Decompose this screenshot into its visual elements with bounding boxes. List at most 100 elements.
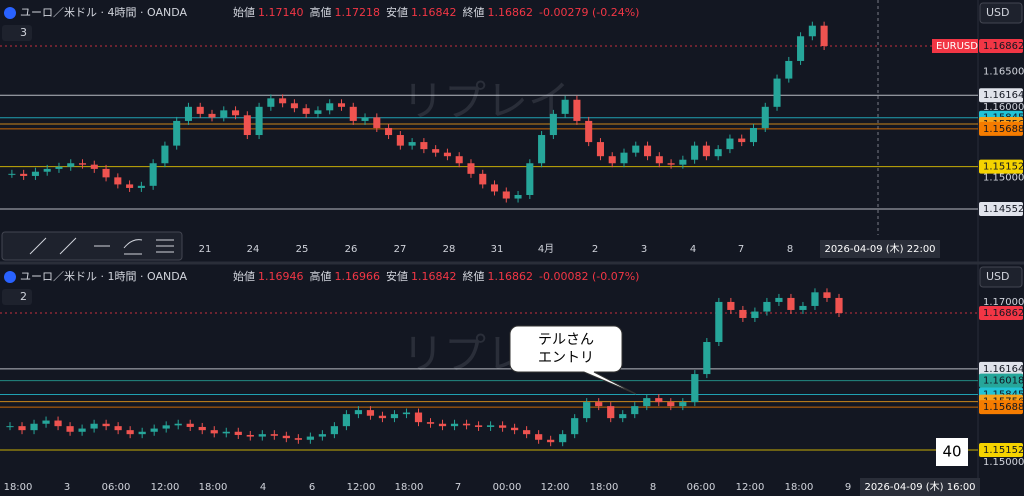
candle [114, 177, 122, 185]
candle [632, 145, 640, 153]
price-label: 1.16018 [983, 376, 1024, 387]
price-label: 1.15152 [983, 445, 1024, 456]
currency-box[interactable] [979, 2, 1023, 24]
header-part: 1.17140 [258, 6, 304, 19]
price-label: 1.15688 [983, 402, 1024, 413]
time-label: 7 [455, 482, 461, 493]
candle [526, 163, 534, 195]
candle [78, 428, 86, 432]
candle [620, 152, 628, 164]
time-label: 12:00 [151, 482, 180, 493]
candle [378, 415, 387, 419]
header-part: 1.16862 [488, 6, 534, 19]
badge-text: 40 [942, 443, 961, 461]
time-label: 25 [296, 244, 309, 255]
candle [511, 427, 519, 431]
candle [490, 184, 499, 192]
candle [583, 402, 591, 419]
candle [90, 423, 98, 429]
price-label: 1.16000 [983, 102, 1024, 113]
candle [306, 436, 314, 440]
time-label: 4 [260, 482, 266, 493]
candle [402, 412, 411, 415]
candle [467, 163, 475, 174]
time-label: 24 [247, 244, 260, 255]
indicator-toggle[interactable] [2, 25, 32, 41]
candle [414, 412, 423, 423]
time-label: 8 [650, 482, 656, 493]
candle [726, 138, 734, 150]
callout-text: テルさん [538, 332, 594, 348]
candle [210, 430, 218, 434]
time-label: 12:00 [541, 482, 570, 493]
header-part: 1.16946 [258, 270, 304, 283]
indicator-count: 3 [20, 26, 27, 39]
candle [538, 135, 546, 164]
candle [43, 168, 51, 172]
candle [137, 185, 145, 188]
time-label: 12:00 [347, 482, 376, 493]
candle [31, 171, 39, 176]
candle [342, 414, 351, 427]
candle [162, 425, 170, 429]
drawing-toolbar[interactable] [1, 231, 183, 261]
candle [773, 78, 781, 107]
candle [18, 426, 26, 431]
candle [787, 297, 795, 310]
candle [161, 145, 169, 164]
time-label: 26 [345, 244, 358, 255]
candle [486, 425, 495, 427]
candle [302, 108, 310, 114]
time-label: 31 [491, 244, 504, 255]
candle [727, 301, 735, 310]
candle [559, 434, 567, 443]
time-label: 3 [641, 244, 647, 255]
header-part: 高値 [310, 5, 332, 19]
candle [820, 25, 828, 46]
candle [314, 110, 322, 114]
header-part: -0.00279 (-0.24%) [539, 6, 639, 19]
header-part: ユーロ／米ドル · 4時間 · OANDA [20, 6, 187, 19]
candle [785, 60, 793, 79]
candle [775, 297, 783, 302]
candle [138, 431, 146, 435]
candle [174, 423, 182, 426]
candle [232, 110, 240, 116]
candle [702, 145, 710, 157]
candle [246, 434, 254, 437]
candle [535, 434, 543, 440]
price-tag [979, 38, 1023, 53]
cursor-time-box [820, 240, 940, 258]
candle [30, 423, 38, 431]
indicator-toggle[interactable] [2, 289, 32, 305]
candle [282, 435, 290, 439]
candle [585, 120, 593, 143]
candle [739, 309, 747, 318]
indicator-count: 2 [20, 290, 27, 303]
candle [498, 425, 507, 428]
currency-box[interactable] [979, 266, 1023, 288]
candle [6, 426, 14, 428]
candle [354, 410, 363, 415]
candle [349, 106, 357, 121]
candle [455, 156, 463, 164]
candle [514, 194, 522, 199]
candle [126, 430, 134, 435]
cursor-time: 2026-04-09 (木) 22:00 [824, 243, 935, 255]
candle [198, 426, 206, 431]
candle [523, 430, 531, 435]
candle [186, 423, 194, 427]
symbol-tag-text: EURUSD [936, 41, 978, 52]
time-label: 9 [845, 482, 851, 493]
currency: USD [986, 270, 1010, 283]
price-tag [979, 159, 1023, 174]
time-label: 8 [787, 244, 793, 255]
candle [396, 135, 404, 146]
candle [571, 418, 579, 435]
candle [361, 117, 369, 121]
time-label: 3 [64, 482, 70, 493]
candle [595, 402, 603, 407]
candle [337, 103, 346, 107]
price-tag [979, 201, 1023, 216]
candle [42, 420, 50, 424]
